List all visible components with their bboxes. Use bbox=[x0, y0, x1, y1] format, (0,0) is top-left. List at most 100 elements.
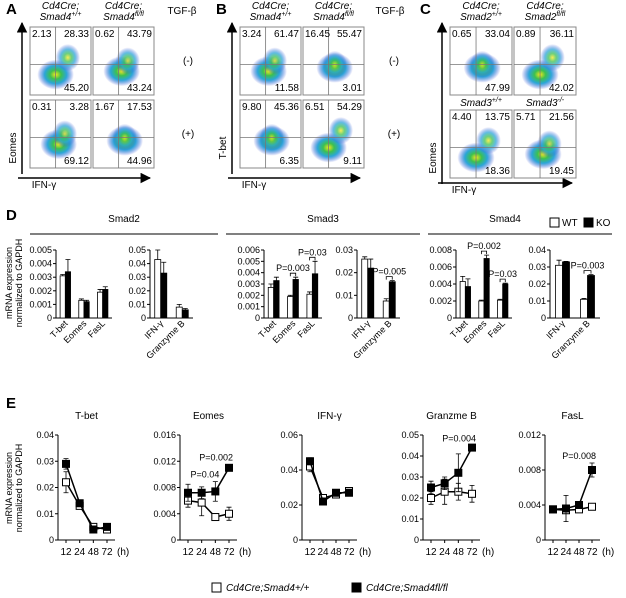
y-tick-label: 0.003 bbox=[29, 272, 52, 282]
genotype: +/+ bbox=[492, 97, 502, 104]
series-line bbox=[188, 467, 230, 494]
group-label: Smad2 bbox=[108, 214, 140, 225]
x-axis-label: IFN-γ bbox=[242, 180, 266, 191]
bar bbox=[483, 258, 490, 319]
y-tick-label: 0 bbox=[414, 535, 419, 545]
genotype: -/- bbox=[558, 97, 565, 104]
x-unit: (h) bbox=[482, 547, 494, 558]
error-bar bbox=[65, 259, 71, 272]
significance-bracket bbox=[499, 278, 506, 283]
column-header: Smad3-/- bbox=[526, 97, 565, 109]
bar bbox=[292, 279, 299, 319]
marker bbox=[89, 525, 98, 534]
y-tick-label: 0.002 bbox=[29, 286, 52, 296]
column-header: Cd4Cre; bbox=[42, 1, 79, 12]
y-tick-label: 0.01 bbox=[335, 290, 353, 300]
error-bar bbox=[84, 299, 90, 302]
marker bbox=[184, 488, 192, 497]
x-tick-label: 48 bbox=[210, 547, 222, 558]
quadrant-value: 43.79 bbox=[127, 29, 152, 40]
y-tick-label: 0.006 bbox=[429, 262, 452, 272]
x-tick-label: 12 bbox=[547, 547, 559, 558]
x-tick-label: 48 bbox=[88, 547, 100, 558]
p-value: P=0.008 bbox=[562, 451, 596, 461]
bar bbox=[64, 271, 71, 319]
y-tick-label: 0 bbox=[447, 313, 452, 323]
y-tick-label: 0.04 bbox=[280, 465, 298, 475]
gene-name: Smad4 bbox=[40, 12, 72, 23]
panel-letter: E bbox=[6, 395, 16, 412]
bar bbox=[502, 283, 509, 319]
error-bar bbox=[182, 308, 188, 310]
bar bbox=[580, 298, 588, 319]
quadrant-value: 55.47 bbox=[337, 29, 362, 40]
genotype: +/+ bbox=[281, 11, 291, 18]
quadrant-value: 33.04 bbox=[485, 29, 510, 40]
gene-name: Smad4 bbox=[250, 12, 282, 23]
y-tick-label: 0.01 bbox=[528, 296, 546, 306]
quadrant-value: 0.62 bbox=[95, 29, 115, 40]
bar bbox=[59, 275, 66, 319]
y-tick-label: 0.003 bbox=[237, 279, 260, 289]
error-bar bbox=[368, 258, 374, 269]
p-value: P=0.003 bbox=[276, 263, 310, 273]
quadrant-value: 28.33 bbox=[64, 29, 89, 40]
quadrant-value: 11.58 bbox=[275, 83, 300, 94]
bar bbox=[267, 286, 275, 319]
y-tick-label: 0 bbox=[141, 313, 146, 323]
quadrant-value: 18.36 bbox=[485, 166, 510, 177]
y-axis-label: Eomes bbox=[8, 132, 19, 163]
y-axis-label: Eomes bbox=[428, 142, 439, 173]
y-tick-label: 0.01 bbox=[128, 299, 146, 309]
marker bbox=[306, 457, 314, 466]
bar bbox=[83, 301, 90, 319]
y-tick-label: 0.004 bbox=[429, 279, 452, 289]
marker bbox=[440, 479, 449, 488]
y-tick-label: 0.06 bbox=[280, 430, 298, 440]
marker bbox=[468, 489, 476, 498]
legend-swatch bbox=[549, 217, 560, 228]
marker bbox=[468, 443, 476, 452]
series-line bbox=[430, 447, 473, 489]
quadrant-value: 69.12 bbox=[64, 156, 89, 167]
marker bbox=[345, 488, 353, 497]
chart-title: Granzme B bbox=[426, 411, 477, 422]
y-tick-label: 0.004 bbox=[518, 500, 541, 510]
quadrant-value: 0.31 bbox=[32, 102, 52, 113]
series-line bbox=[65, 463, 108, 531]
significance-bracket bbox=[309, 256, 316, 261]
column-header: Cd4Cre; bbox=[315, 1, 352, 12]
error-bar bbox=[268, 283, 274, 288]
cell-density bbox=[536, 130, 562, 158]
quadrant-value: 47.99 bbox=[485, 83, 510, 94]
y-tick-label: 0.005 bbox=[237, 256, 260, 266]
marker bbox=[211, 487, 220, 496]
error-bar bbox=[465, 278, 471, 287]
column-header: Cd4Cre; bbox=[462, 1, 499, 12]
y-tick-label: 0.04 bbox=[401, 451, 419, 461]
bar bbox=[160, 272, 168, 319]
marker bbox=[103, 522, 111, 531]
y-tick-label: 0.05 bbox=[128, 245, 146, 255]
marker bbox=[197, 498, 206, 507]
p-value: P=0.03 bbox=[488, 269, 517, 279]
marker bbox=[427, 483, 435, 492]
x-tick-label: FasL bbox=[86, 318, 107, 339]
quadrant-value: 0.89 bbox=[516, 29, 536, 40]
x-tick-label: FasL bbox=[486, 318, 507, 339]
condition-label: TGF-β bbox=[375, 6, 404, 17]
error-bar bbox=[556, 259, 562, 266]
bar bbox=[311, 273, 319, 319]
x-axis-label: IFN-γ bbox=[452, 185, 476, 196]
p-value: P=0.04 bbox=[191, 470, 220, 480]
quadrant-value: 6.35 bbox=[280, 156, 300, 167]
cell-density bbox=[476, 127, 501, 155]
quadrant-value: 9.80 bbox=[242, 102, 262, 113]
error-bar bbox=[502, 282, 508, 284]
x-unit: (h) bbox=[359, 547, 371, 558]
y-axis-label: normalized to GAPDH bbox=[14, 444, 24, 533]
row-label: (+) bbox=[182, 129, 195, 140]
quadrant-value: 36.11 bbox=[550, 29, 575, 40]
y-axis-label: normalized to GAPDH bbox=[14, 239, 24, 328]
